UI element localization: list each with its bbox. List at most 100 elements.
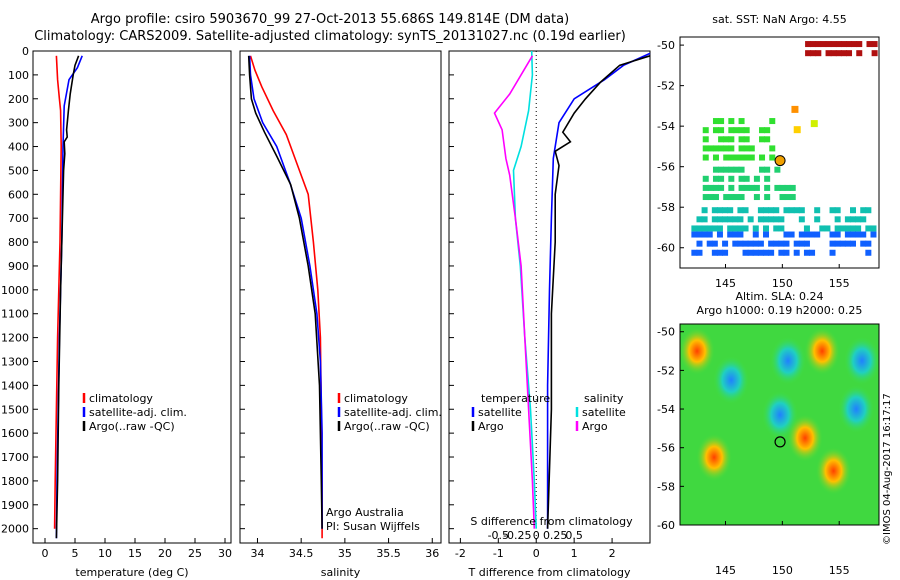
sst-cell	[834, 231, 841, 238]
sst-lat-tick-label: -52	[657, 80, 675, 93]
sst-cell	[718, 118, 725, 125]
sst-cell	[784, 194, 791, 201]
sst-cell	[870, 231, 877, 238]
temperature-axis-tick-label: 20	[158, 547, 172, 560]
sst-lat-tick-label: -60	[657, 242, 675, 255]
sst-cell	[747, 240, 754, 247]
sst-cell	[711, 216, 718, 223]
sla-lat-tick-label: -60	[657, 519, 675, 532]
sst-cell	[691, 249, 698, 256]
sst-cell	[768, 216, 775, 223]
sst-lat-tick-label: -56	[657, 161, 675, 174]
salinity-axis-tick-label: 35	[338, 547, 352, 560]
sst-cell	[737, 216, 744, 223]
sst-cell	[738, 145, 745, 152]
sst-cell	[798, 216, 805, 223]
sst-cell	[865, 207, 872, 214]
sst-cell	[727, 225, 734, 232]
sst-cell	[711, 207, 718, 214]
sst-cell	[860, 207, 867, 214]
sst-cell	[748, 145, 755, 152]
depth-axis-tick-label: 1500	[1, 403, 29, 416]
sst-cell	[778, 216, 785, 223]
sst-cell	[791, 105, 799, 113]
sst-cell	[743, 154, 750, 161]
sst-cell	[764, 184, 771, 191]
argo-position-marker	[774, 155, 786, 167]
sst-cell	[732, 225, 739, 232]
salinity-difference-tick-label: 0	[533, 529, 540, 542]
sst-cell	[747, 216, 754, 223]
salinity-axis-tick-label: 36	[425, 547, 439, 560]
temperature-difference-axis-tick-label: 0	[533, 547, 540, 560]
sst-cell	[706, 225, 713, 232]
temperature-legend-label: climatology	[89, 392, 153, 405]
sst-cell	[820, 41, 827, 48]
sst-cell	[702, 184, 709, 191]
sla-map-title-line2: Argo h1000: 0.19 h2000: 0.25	[697, 304, 863, 317]
sst-cell	[696, 225, 703, 232]
sla-field	[680, 324, 879, 525]
sst-cell	[702, 175, 709, 182]
sla-lon-tick-label: 145	[715, 564, 736, 577]
depth-axis-tick-label: 2000	[1, 523, 29, 536]
sst-cell	[763, 231, 770, 238]
temperature-axis-title: temperature (deg C)	[75, 566, 188, 579]
sst-cell	[764, 175, 771, 182]
sst-cell	[712, 194, 719, 201]
difference-line	[512, 50, 537, 529]
sst-cell	[783, 231, 790, 238]
sst-cell	[773, 207, 780, 214]
salinity-difference-axis-title: S difference from climatology	[470, 515, 633, 528]
sst-cell	[850, 207, 857, 214]
sst-cell	[707, 184, 714, 191]
sst-cell	[850, 225, 857, 232]
sst-lon-tick-label: 150	[772, 277, 793, 290]
sst-lat-tick-label: -54	[657, 120, 675, 133]
sst-cell	[769, 154, 776, 161]
salinity-legend-label: climatology	[344, 392, 408, 405]
sst-cell	[722, 249, 729, 256]
sst-cell	[855, 216, 862, 223]
sst-lat-tick-label: -58	[657, 201, 675, 214]
sst-cell	[712, 118, 719, 125]
depth-axis-tick-label: 1000	[1, 284, 29, 297]
sst-lon-tick-label: 145	[715, 277, 736, 290]
sst-cell	[727, 216, 734, 223]
salinity-difference-tick-label: -0.5	[488, 529, 509, 542]
salinity-legend-heading: salinity	[584, 392, 624, 405]
sst-cell	[743, 184, 750, 191]
sst-cell	[759, 166, 766, 173]
sst-cell	[871, 41, 878, 48]
sst-cell	[732, 231, 739, 238]
sst-cell	[793, 249, 800, 256]
sst-cell	[764, 136, 771, 143]
temperature-line	[55, 55, 80, 539]
sst-cell	[784, 184, 791, 191]
sst-cell	[696, 231, 703, 238]
sst-cell	[742, 249, 749, 256]
sst-cell	[737, 240, 744, 247]
sst-cell	[798, 207, 805, 214]
sla-lat-tick-label: -54	[657, 403, 675, 416]
sla-anomaly	[787, 414, 824, 463]
sst-cell	[759, 154, 766, 161]
temperature-axis-tick-label: 25	[188, 547, 202, 560]
temperature-difference-axis-title: T difference from climatology	[468, 566, 631, 579]
sst-cell	[743, 175, 750, 182]
sst-cell	[738, 127, 745, 134]
sst-cell	[773, 216, 780, 223]
sst-cell	[757, 240, 764, 247]
sst-cell	[834, 207, 841, 214]
sst-cell	[809, 249, 816, 256]
temperature-legend-heading: temperature	[481, 392, 550, 405]
sst-cell	[840, 50, 847, 57]
sst-cell	[723, 154, 730, 161]
sst-cell	[759, 127, 766, 134]
temperature-plot-frame	[32, 50, 232, 544]
sst-cell	[778, 225, 785, 232]
sst-cell	[825, 41, 832, 48]
sst-cell	[752, 240, 759, 247]
sst-cell	[774, 184, 781, 191]
